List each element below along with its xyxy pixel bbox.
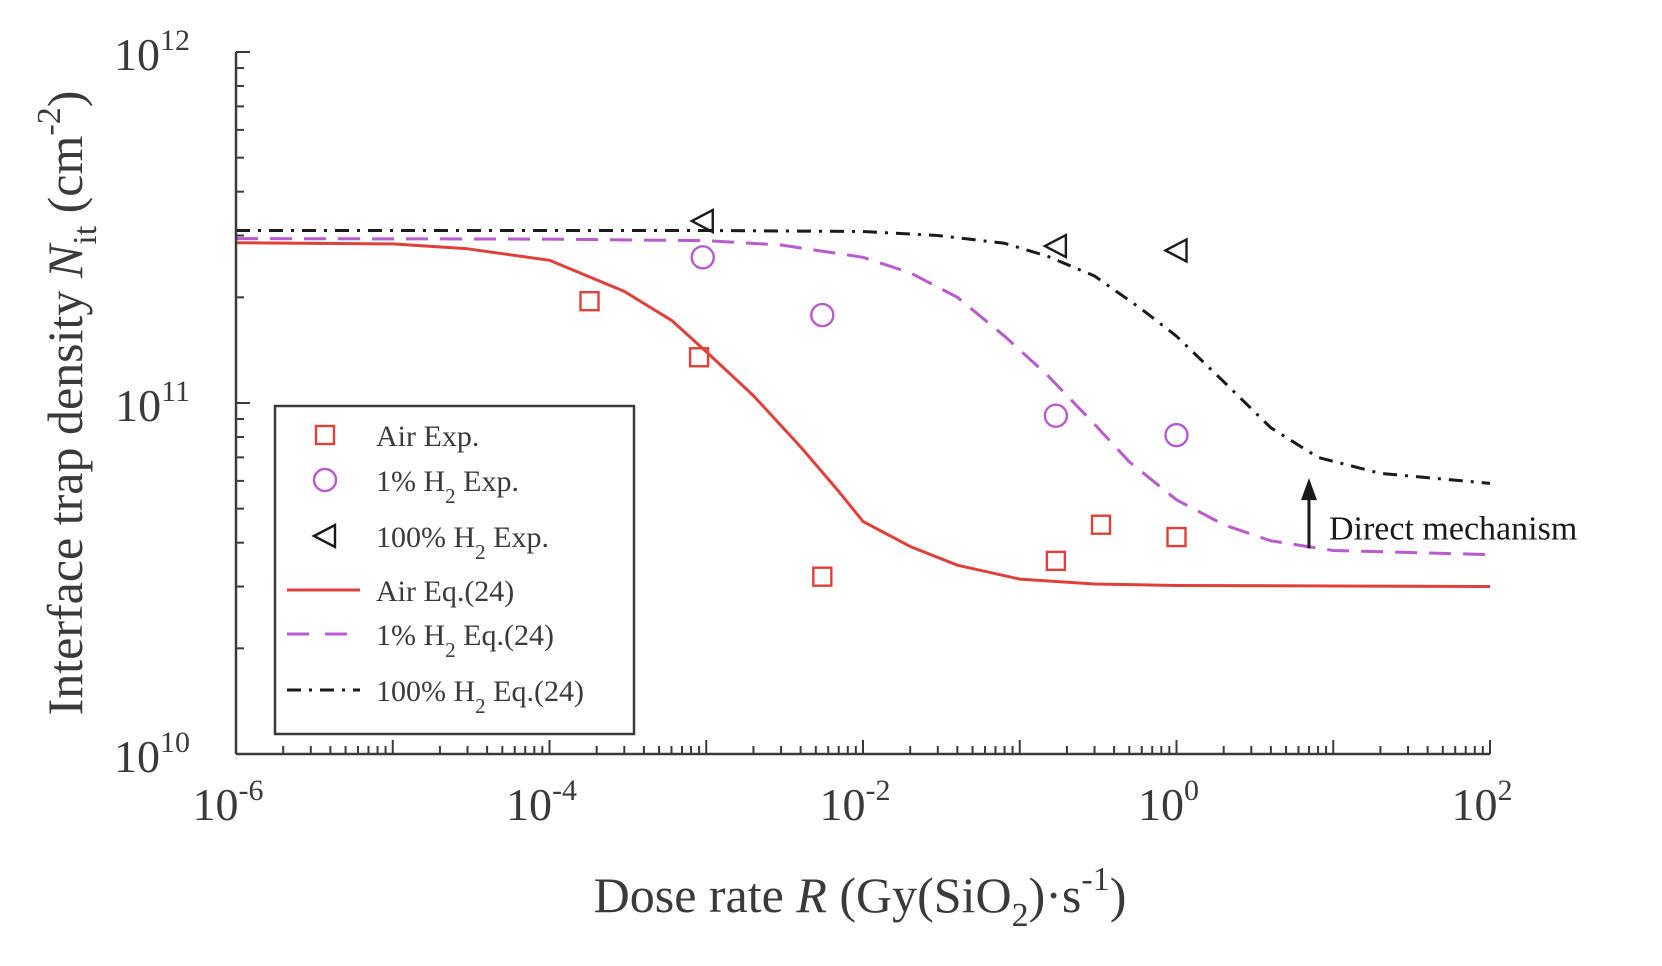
x-tick-label: 10-2 xyxy=(820,774,891,830)
data-point xyxy=(1042,233,1068,260)
legend-label: Air Eq.(24) xyxy=(376,575,514,608)
series-line xyxy=(236,229,1490,485)
data-point xyxy=(690,245,715,270)
legend-label: 1% H2 Exp. xyxy=(376,465,519,508)
y-tick-label: 1012 xyxy=(114,24,190,80)
plot-area xyxy=(236,208,1490,588)
series-line xyxy=(236,241,1490,588)
legend-marker xyxy=(311,523,337,549)
y-axis-title: Interface trap density Nit (cm-2) xyxy=(31,91,104,716)
data-point xyxy=(689,208,714,234)
legend-box xyxy=(273,404,636,736)
legend-marker xyxy=(314,424,336,446)
y-tick-label: 1010 xyxy=(114,726,190,782)
x-tick-label: 10-6 xyxy=(193,774,264,830)
series-line xyxy=(236,237,1490,557)
annotation: Direct mechanism xyxy=(1300,478,1577,549)
x-tick-label: 100 xyxy=(1138,774,1199,830)
plot-clip-group xyxy=(236,208,1490,588)
axes xyxy=(234,51,1491,756)
x-tick-label: 10-4 xyxy=(506,774,577,830)
annotation-label: Direct mechanism xyxy=(1329,510,1577,547)
legend-label: 100% H2 Exp. xyxy=(376,521,549,564)
data-point xyxy=(1045,550,1067,572)
x-tick-label: 102 xyxy=(1452,774,1513,830)
data-point xyxy=(1162,237,1188,264)
data-point xyxy=(1090,514,1112,535)
legend-label: Air Exp. xyxy=(376,420,479,453)
annotation-arrowhead xyxy=(1300,478,1317,501)
data-point xyxy=(579,290,600,312)
legend: Air Exp. 1% H2 Exp. 100% H2 Exp. Air Eq.(24… xyxy=(273,404,636,736)
data-point xyxy=(1164,422,1189,448)
legend-marker xyxy=(312,467,338,493)
data-point xyxy=(1166,526,1187,548)
labels: 10-6 10-4 10-2 100 102 1010 1011 1012 Dose rate … xyxy=(31,24,1513,934)
data-point xyxy=(810,302,835,328)
y-tick-label: 1011 xyxy=(115,375,190,431)
x-axis-title: Dose rate R (Gy(SiO2)·s-1) xyxy=(594,861,1127,934)
legend-label: 100% H2 Eq.(24) xyxy=(376,675,584,718)
data-point xyxy=(812,566,833,587)
data-point xyxy=(688,347,710,368)
legend-label: 1% H2 Eq.(24) xyxy=(376,619,554,662)
data-point xyxy=(1043,403,1069,428)
